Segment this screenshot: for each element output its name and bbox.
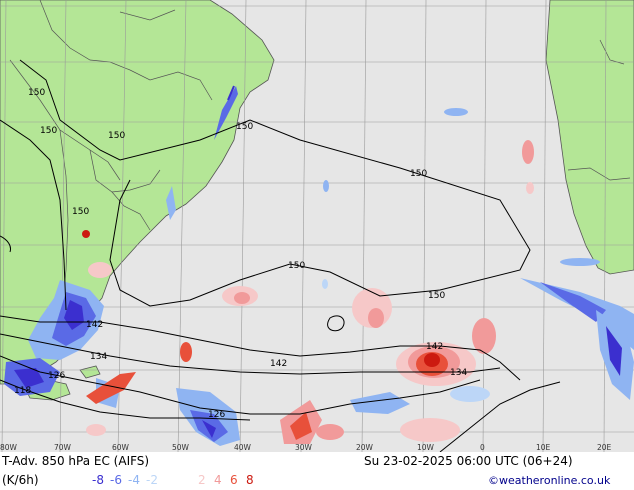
lon-label: 80W xyxy=(0,443,18,452)
contour-label: 142 xyxy=(86,320,103,330)
credit-link[interactable]: ©weatheronline.co.uk xyxy=(488,474,611,487)
contour-label: 134 xyxy=(450,368,467,378)
legend-value: -6 xyxy=(110,473,122,487)
lon-label: 30W xyxy=(295,443,313,452)
contour-label: 150 xyxy=(236,122,253,132)
land-falklands xyxy=(79,365,101,379)
lon-label: 20E xyxy=(597,443,612,452)
cold-advection xyxy=(4,85,634,446)
lon-label-layer: 80W 70W 60W 50W 40W 30W 20W 10W 0 10E 20… xyxy=(0,443,612,452)
lon-label: 10E xyxy=(536,443,551,452)
legend-value: 6 xyxy=(230,473,238,487)
contour-label: 126 xyxy=(208,410,225,420)
legend-value: 4 xyxy=(214,473,222,487)
land-africa xyxy=(545,0,634,275)
units-label: (K/6h) xyxy=(2,473,39,487)
contour-label: 118 xyxy=(14,386,31,396)
contour-label: 150 xyxy=(72,207,89,217)
contours xyxy=(0,59,561,453)
contour-label: 150 xyxy=(288,261,305,271)
contour-label: 134 xyxy=(90,352,107,362)
contour-label: 142 xyxy=(270,359,287,369)
contour-label-layer: 150 150 150 150 150 150 150 150 142 142 … xyxy=(14,88,467,420)
lon-label: 70W xyxy=(54,443,72,452)
contour-label: 150 xyxy=(40,126,57,136)
legend-value: -4 xyxy=(128,473,140,487)
legend-value: -8 xyxy=(92,473,104,487)
contour-label: 142 xyxy=(426,342,443,352)
lon-label: 60W xyxy=(112,443,130,452)
legend-value: 8 xyxy=(246,473,254,487)
lon-label: 10W xyxy=(417,443,435,452)
legend-value: 2 xyxy=(198,473,206,487)
lon-label: 40W xyxy=(234,443,252,452)
lon-label: 0 xyxy=(480,443,485,452)
contour-label: 126 xyxy=(48,371,65,381)
map-title: T-Adv. 850 hPa EC (AIFS) xyxy=(2,454,150,468)
legend-value: -2 xyxy=(146,473,158,487)
contour-label: 150 xyxy=(108,131,125,141)
footer: T-Adv. 850 hPa EC (AIFS) Su 23-02-2025 0… xyxy=(0,452,634,490)
contour-label: 150 xyxy=(410,169,427,179)
warm-advection xyxy=(82,140,534,444)
lon-label: 50W xyxy=(172,443,190,452)
contour-label: 150 xyxy=(28,88,45,98)
valid-time: Su 23-02-2025 06:00 UTC (06+24) xyxy=(364,454,573,468)
weather-map: 150 150 150 150 150 150 150 150 142 142 … xyxy=(0,0,634,453)
contour-label: 150 xyxy=(428,291,445,301)
lon-label: 20W xyxy=(356,443,374,452)
